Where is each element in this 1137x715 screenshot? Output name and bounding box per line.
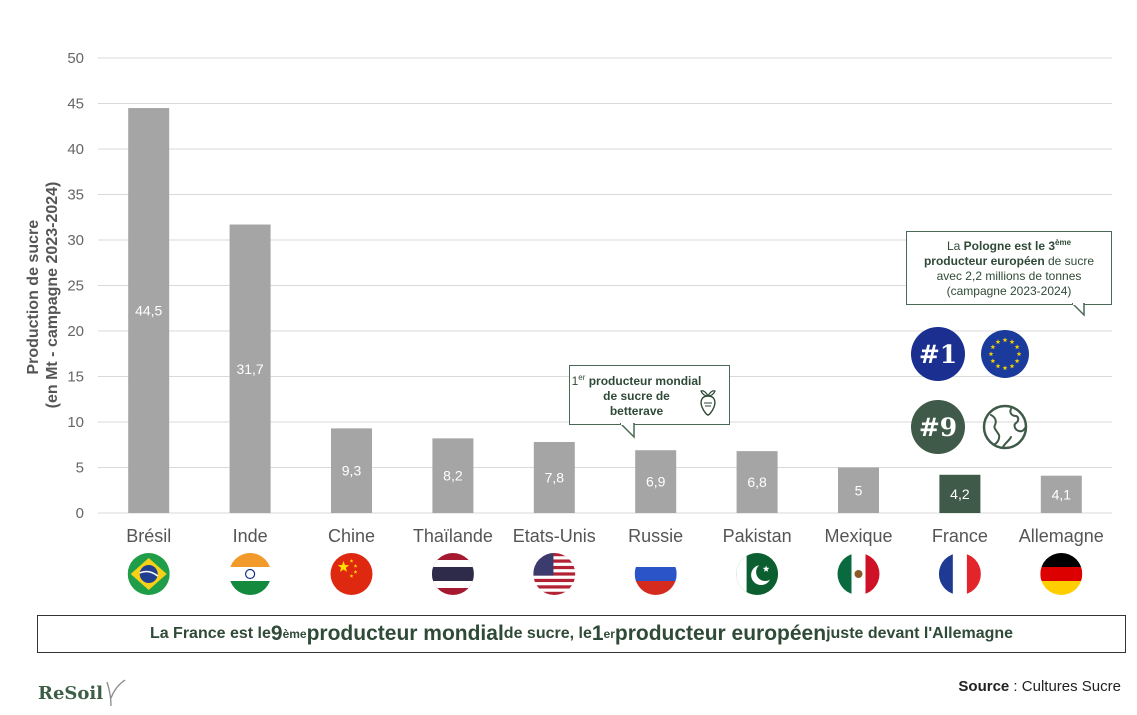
y-tick-label: 10 [67,414,84,431]
bar-8 [939,474,981,513]
eu-flag-icon [981,330,1029,378]
y-tick-label: 30 [67,232,84,249]
globe-icon [982,404,1028,450]
category-label: Etats-Unis [513,526,596,546]
eu-star [1014,358,1020,364]
category-label: Inde [233,526,268,546]
bar-6 [736,451,778,513]
y-tick-label: 50 [67,50,84,67]
world-rank-badge: #9 [911,400,965,454]
y-tick-label: 25 [67,278,84,295]
bar-0 [128,108,170,514]
source-note: Source : Cultures Sucre [958,678,1121,695]
data-label: 44,5 [135,303,162,319]
y-tick-label: 45 [67,96,84,113]
eu-star [1014,344,1020,350]
category-label: Brésil [126,526,171,546]
summary-banner: La France est le 9 ème producteur mondial… [37,615,1126,653]
category-labels: Brésil Inde Chine Thaïlande Etats-Unis Russie… [126,526,1104,546]
data-label: 5 [855,482,863,498]
category-label: Russie [628,526,683,546]
bar-5 [635,450,677,513]
bar-chart: 0 5 10 15 20 25 30 35 40 45 50 Production de sucre… [25,50,1112,595]
bar-7 [838,467,879,513]
data-labels: 44,5 31,7 9,3 8,2 7,8 6,9 6,8 5 4,2 4,1 [135,303,1071,503]
mexico-flag [837,553,880,595]
data-label: 4,1 [1052,486,1072,502]
russia-callout: 1er producteur mondial de sucre de bette… [569,365,730,425]
france-flag [938,553,981,595]
sprout-icon [106,679,126,707]
poland-callout-tail [1072,303,1085,317]
y-tick-label: 40 [67,141,84,158]
data-label: 7,8 [545,470,565,486]
usa-flag [533,553,576,595]
bar-1 [229,224,271,513]
category-label: Thaïlande [413,526,493,546]
russia-callout-tail [620,423,635,439]
category-label: Allemagne [1019,526,1104,546]
thailand-flag [431,553,474,595]
category-label: France [932,526,988,546]
category-label: Chine [328,526,375,546]
china-flag [330,553,373,595]
data-label: 6,9 [646,474,666,490]
resoil-logo: ReSoil [38,678,129,708]
russia-flag [634,553,677,595]
bar-3 [432,438,474,513]
germany-flag [1040,553,1083,595]
poland-callout: La Pologne est le 3ème producteur europé… [906,231,1112,305]
data-label: 31,7 [236,361,263,377]
logo-text: ReSoil [38,682,104,704]
india-flag [229,553,272,595]
eu-star [995,363,1001,369]
pakistan-flag [736,553,779,595]
eu-star [990,358,996,364]
eu-star [988,351,994,357]
eu-star [1002,365,1008,371]
category-label: Pakistan [723,526,792,546]
europe-rank-badge: #1 [911,327,965,381]
bar-9 [1040,475,1082,513]
bar-2 [331,428,372,513]
data-label: 4,2 [950,486,970,502]
bar-4 [533,442,575,513]
y-tick-label: 0 [76,505,84,522]
data-label: 9,3 [342,463,362,479]
eu-star [1016,351,1022,357]
beet-icon [700,390,716,416]
flags [127,553,1083,595]
data-label: 6,8 [747,474,767,490]
category-label: Mexique [824,526,892,546]
y-tick-label: 35 [67,187,84,204]
y-tick-label: 5 [76,460,84,477]
eu-star [1009,339,1015,344]
y-tick-label: 15 [67,369,84,386]
eu-star [995,339,1001,344]
y-axis-ticks: 0 5 10 15 20 25 30 35 40 45 50 [67,50,84,522]
brazil-flag [127,553,170,595]
y-tick-label: 20 [67,323,84,340]
eu-star [1009,363,1015,369]
y-axis-label: Production de sucre (en Mt - campagne 20… [25,182,61,409]
eu-star [1002,337,1008,343]
eu-star [990,344,996,350]
bars [128,108,1082,514]
data-label: 8,2 [443,468,463,484]
